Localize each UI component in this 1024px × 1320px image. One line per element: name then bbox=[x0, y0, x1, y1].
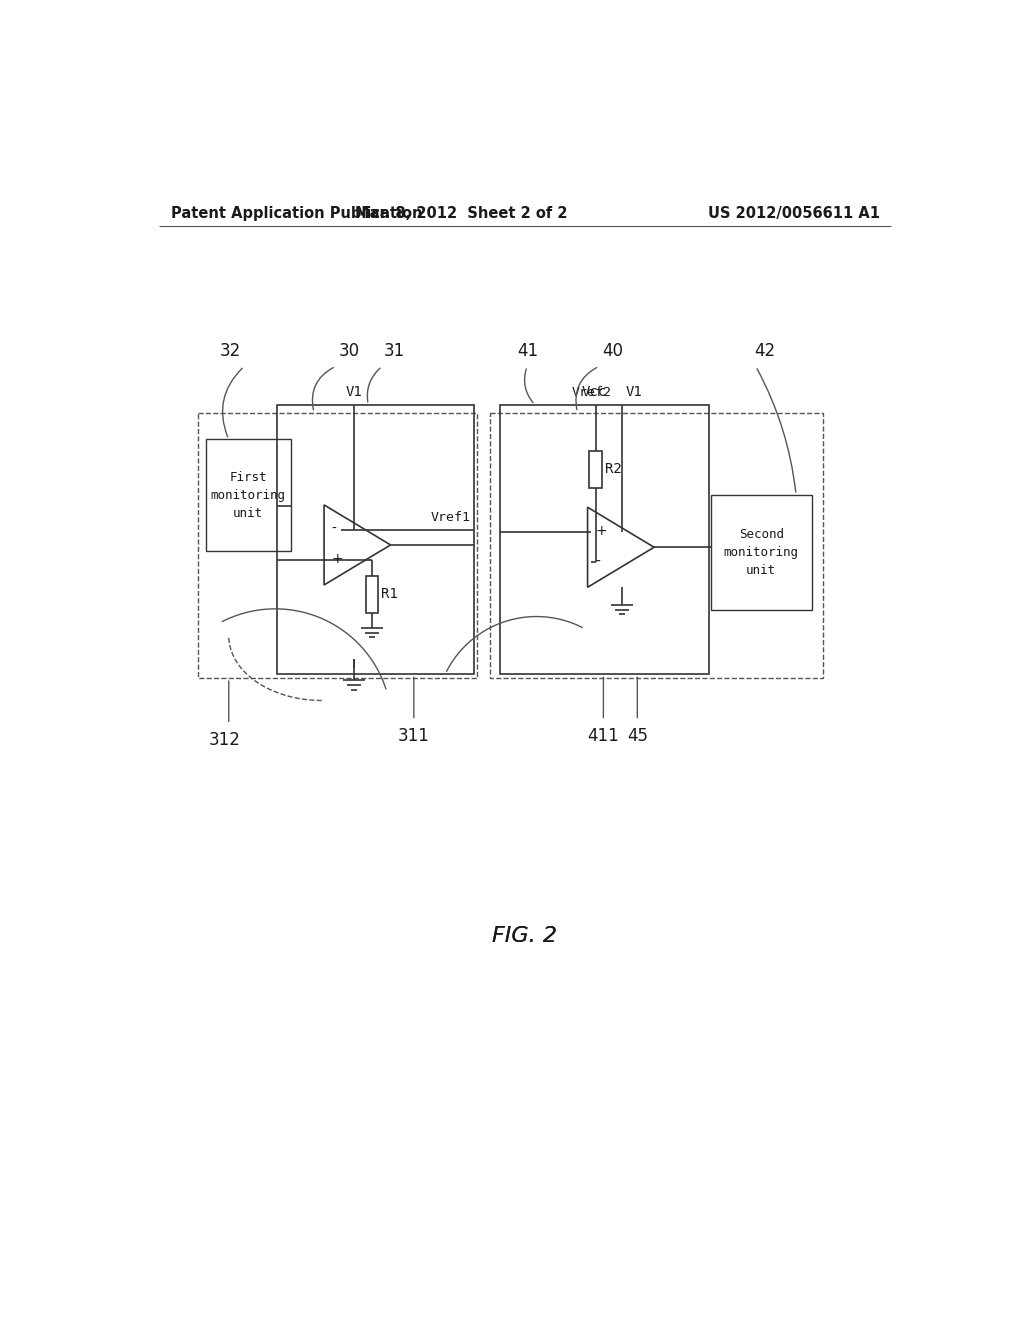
Text: 411: 411 bbox=[588, 726, 620, 744]
Text: US 2012/0056611 A1: US 2012/0056611 A1 bbox=[708, 206, 880, 222]
Text: Patent Application Publication: Patent Application Publication bbox=[171, 206, 422, 222]
Text: Mar. 8, 2012  Sheet 2 of 2: Mar. 8, 2012 Sheet 2 of 2 bbox=[355, 206, 567, 222]
Text: R2: R2 bbox=[605, 462, 622, 477]
Text: 311: 311 bbox=[398, 726, 430, 744]
Text: V1: V1 bbox=[626, 384, 642, 399]
Bar bbox=[500, 405, 710, 675]
Bar bbox=[198, 412, 477, 678]
Bar bbox=[276, 405, 474, 675]
Text: FIG. 2: FIG. 2 bbox=[493, 927, 557, 946]
Text: 312: 312 bbox=[209, 730, 241, 748]
Text: 31: 31 bbox=[384, 342, 406, 360]
Bar bbox=[489, 412, 823, 678]
Text: 41: 41 bbox=[517, 342, 539, 360]
Text: Vcc: Vcc bbox=[582, 384, 607, 399]
Text: Vref1: Vref1 bbox=[430, 511, 471, 524]
Text: 32: 32 bbox=[219, 342, 241, 360]
Text: FIG. 2: FIG. 2 bbox=[493, 927, 557, 946]
Bar bbox=[366, 576, 378, 612]
Text: +: + bbox=[595, 524, 607, 539]
Bar bbox=[206, 440, 291, 552]
Text: -: - bbox=[332, 521, 337, 536]
Text: 40: 40 bbox=[602, 342, 624, 360]
Text: 45: 45 bbox=[627, 726, 648, 744]
Text: Second
monitoring
unit: Second monitoring unit bbox=[724, 528, 799, 577]
Text: +: + bbox=[332, 552, 343, 566]
Text: 42: 42 bbox=[755, 342, 775, 360]
Bar bbox=[590, 451, 602, 488]
Text: V1: V1 bbox=[346, 384, 362, 399]
Bar bbox=[711, 495, 812, 610]
Text: 30: 30 bbox=[339, 342, 359, 360]
Text: Vref2: Vref2 bbox=[571, 385, 611, 399]
Text: -: - bbox=[595, 554, 600, 569]
Text: R1: R1 bbox=[381, 587, 398, 601]
Text: First
monitoring
unit: First monitoring unit bbox=[211, 471, 286, 520]
